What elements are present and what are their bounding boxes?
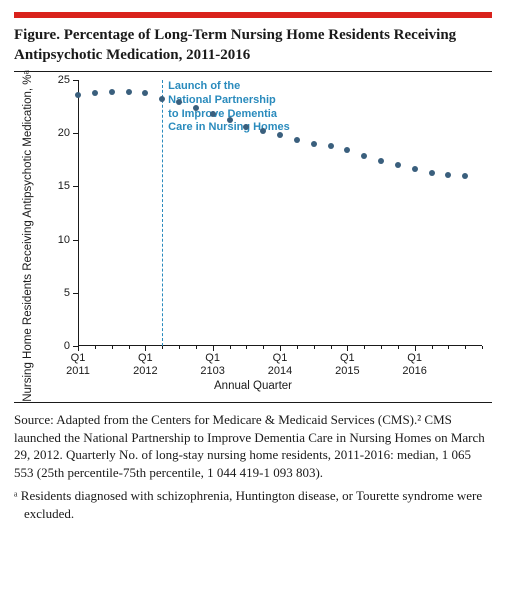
data-point <box>294 137 300 143</box>
x-minor-tick <box>179 346 180 349</box>
figure-title-block: Figure. Percentage of Long-Term Nursing … <box>14 26 492 65</box>
x-minor-tick <box>95 346 96 349</box>
x-minor-tick <box>112 346 113 349</box>
data-point <box>159 96 165 102</box>
x-tick-label: Q12012 <box>133 346 157 378</box>
data-point <box>344 147 350 153</box>
data-point <box>429 170 435 176</box>
bottom-rule <box>14 402 492 403</box>
data-point <box>260 128 266 134</box>
figure-footnote: ᵃ Residents diagnosed with schizophrenia… <box>14 487 492 522</box>
x-minor-tick <box>381 346 382 349</box>
x-minor-tick <box>263 346 264 349</box>
data-point <box>412 166 418 172</box>
x-minor-tick <box>246 346 247 349</box>
x-minor-tick <box>129 346 130 349</box>
x-minor-tick <box>196 346 197 349</box>
data-point <box>126 89 132 95</box>
x-minor-tick <box>162 346 163 349</box>
plot-area: 0510152025Q12011Q12012Q12103Q12014Q12015… <box>78 80 482 346</box>
data-point <box>328 143 334 149</box>
x-tick-label: Q12015 <box>335 346 359 378</box>
data-point <box>361 153 367 159</box>
x-minor-tick <box>482 346 483 349</box>
y-tick-label: 15 <box>58 180 78 192</box>
x-axis-title: Annual Quarter <box>214 380 292 392</box>
data-point <box>210 111 216 117</box>
x-minor-tick <box>465 346 466 349</box>
data-point <box>243 124 249 130</box>
y-tick-label: 5 <box>64 287 78 299</box>
data-point <box>311 141 317 147</box>
data-point <box>395 162 401 168</box>
chart: Nursing Home Residents Receiving Antipsy… <box>14 76 492 396</box>
annotation-line <box>162 80 163 346</box>
y-axis-title: Nursing Home Residents Receiving Antipsy… <box>22 70 34 402</box>
top-rule <box>14 12 492 18</box>
data-point <box>109 89 115 95</box>
x-tick-label: Q12103 <box>200 346 224 378</box>
figure-title: Figure. Percentage of Long-Term Nursing … <box>14 26 492 65</box>
x-tick-label: Q12016 <box>402 346 426 378</box>
x-tick-label: Q12014 <box>268 346 292 378</box>
x-minor-tick <box>398 346 399 349</box>
data-point <box>378 158 384 164</box>
x-minor-tick <box>364 346 365 349</box>
annotation-text: Launch of the National Partnership to Im… <box>168 80 290 135</box>
title-rule <box>14 71 492 72</box>
data-point <box>176 99 182 105</box>
x-minor-tick <box>331 346 332 349</box>
x-tick-label: Q12011 <box>66 346 90 378</box>
data-point <box>462 173 468 179</box>
x-minor-tick <box>297 346 298 349</box>
x-minor-tick <box>448 346 449 349</box>
figure-caption: Source: Adapted from the Centers for Med… <box>14 411 492 481</box>
x-minor-tick <box>314 346 315 349</box>
data-point <box>92 90 98 96</box>
data-point <box>227 117 233 123</box>
y-tick-label: 10 <box>58 234 78 246</box>
y-axis-line <box>78 80 79 346</box>
data-point <box>193 105 199 111</box>
y-tick-label: 20 <box>58 127 78 139</box>
x-minor-tick <box>432 346 433 349</box>
x-minor-tick <box>230 346 231 349</box>
y-tick-label: 25 <box>58 74 78 86</box>
data-point <box>75 92 81 98</box>
data-point <box>445 172 451 178</box>
data-point <box>277 132 283 138</box>
data-point <box>142 90 148 96</box>
